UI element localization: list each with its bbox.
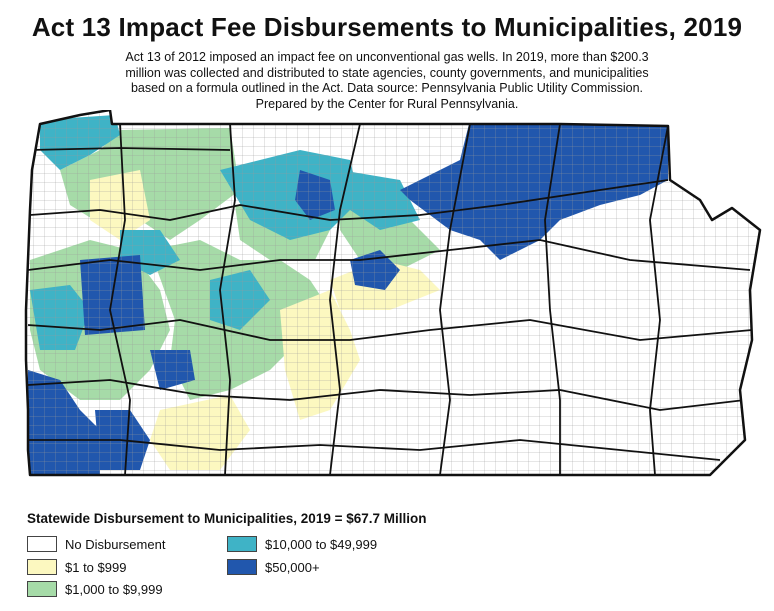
legend-1-999: $1 to $999 (27, 559, 126, 575)
map-subtitle: Act 13 of 2012 imposed an impact fee on … (120, 50, 654, 112)
subtitle-line-2: million was collected and distributed to… (125, 65, 649, 80)
subtitle-line-4: Prepared by the Center for Rural Pennsyl… (255, 96, 519, 111)
statewide-disbursement-total: Statewide Disbursement to Municipalities… (27, 511, 427, 526)
legend-no-disbursement: No Disbursement (27, 536, 165, 552)
legend-10000-49999: $10,000 to $49,999 (227, 536, 377, 552)
legend-label-no-disbursement: No Disbursement (65, 536, 166, 552)
map-title: Act 13 Impact Fee Disbursements to Munic… (31, 12, 743, 42)
legend-swatch-10000-49999 (227, 536, 257, 552)
legend-swatch-1000-9999 (27, 581, 57, 597)
subtitle-line-3: based on a formula outlined in the Act. … (130, 81, 644, 95)
legend-label-1000-9999: $1,000 to $9,999 (65, 581, 163, 597)
legend-50000-plus: $50,000+ (227, 559, 320, 575)
subtitle-line-1: Act 13 of 2012 imposed an impact fee on … (125, 50, 649, 64)
legend-1000-9999: $1,000 to $9,999 (27, 581, 163, 597)
legend-label-10000-49999: $10,000 to $49,999 (265, 536, 378, 552)
legend-swatch-50000-plus (227, 559, 257, 575)
legend-label-1-999: $1 to $999 (65, 559, 127, 575)
legend-swatch-no-disbursement (27, 536, 57, 552)
pennsylvania-municipality-map (24, 110, 762, 477)
legend-label-50000-plus: $50,000+ (265, 559, 320, 575)
legend-swatch-1-999 (27, 559, 57, 575)
